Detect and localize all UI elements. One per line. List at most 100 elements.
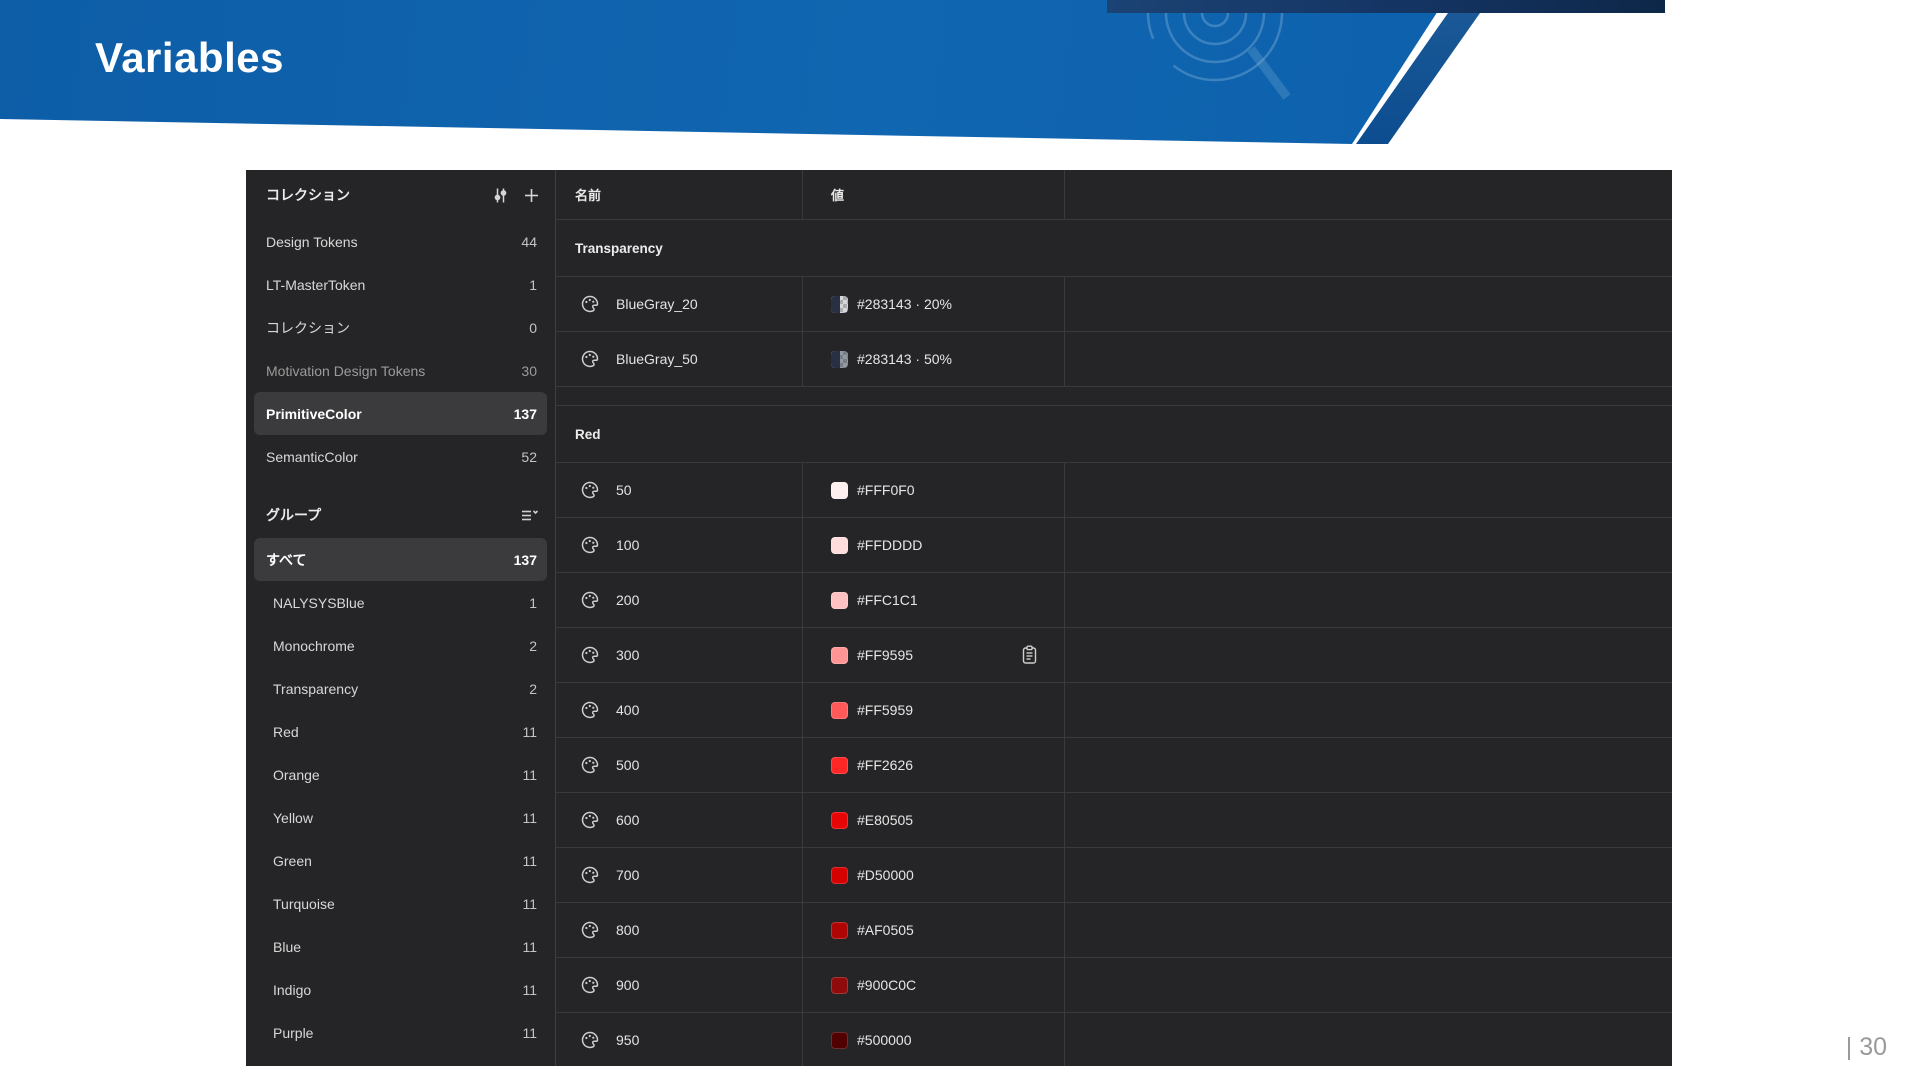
variable-name-cell: 100 bbox=[556, 518, 803, 572]
variable-value-cell: #FF9595 bbox=[803, 628, 1065, 682]
item-count: 11 bbox=[522, 895, 537, 912]
collection-item-Design Tokens[interactable]: Design Tokens 44 bbox=[246, 220, 555, 263]
add-collection-icon[interactable] bbox=[524, 188, 539, 203]
clipboard-icon[interactable] bbox=[1021, 645, 1038, 665]
color-swatch[interactable] bbox=[831, 866, 848, 884]
groups-header: グループ bbox=[246, 492, 555, 538]
color-swatch[interactable] bbox=[831, 701, 848, 719]
variable-row-800[interactable]: 800 #AF0505 bbox=[556, 903, 1672, 958]
group-item-NALYSYSBlue[interactable]: NALYSYSBlue 1 bbox=[246, 581, 555, 624]
variable-value-cell: #AF0505 bbox=[803, 903, 1065, 957]
variable-name: 950 bbox=[616, 1032, 640, 1048]
variable-value: #AF0505 bbox=[857, 922, 914, 938]
item-count: 11 bbox=[522, 809, 537, 826]
group-item-Indigo[interactable]: Indigo 11 bbox=[246, 968, 555, 1011]
color-swatch[interactable] bbox=[831, 536, 848, 554]
item-label: Design Tokens bbox=[266, 233, 358, 250]
variable-row-700[interactable]: 700 #D50000 bbox=[556, 848, 1672, 903]
variable-empty-cell bbox=[1065, 1013, 1672, 1066]
column-header-value: 値 bbox=[803, 170, 1065, 219]
color-swatch[interactable] bbox=[831, 481, 848, 499]
item-label: Green bbox=[273, 852, 312, 869]
group-item-Red[interactable]: Red 11 bbox=[246, 710, 555, 753]
section-gap-row bbox=[556, 387, 1672, 406]
variable-name: BlueGray_20 bbox=[616, 296, 698, 312]
table-header-row: 名前 値 bbox=[556, 170, 1672, 220]
variable-row-BlueGray_50[interactable]: BlueGray_50 #283143 · 50% bbox=[556, 332, 1672, 387]
item-count: 2 bbox=[529, 680, 537, 697]
item-label: Purple bbox=[273, 1024, 314, 1041]
variable-row-300[interactable]: 300 #FF9595 bbox=[556, 628, 1672, 683]
variable-row-600[interactable]: 600 #E80505 bbox=[556, 793, 1672, 848]
group-item-Transparency[interactable]: Transparency 2 bbox=[246, 667, 555, 710]
collection-item-PrimitiveColor[interactable]: PrimitiveColor 137 bbox=[254, 392, 547, 435]
color-swatch[interactable] bbox=[831, 591, 848, 609]
collection-item-コレクション[interactable]: コレクション 0 bbox=[246, 306, 555, 349]
variable-value: #E80505 bbox=[857, 812, 914, 828]
collection-item-LT-MasterToken[interactable]: LT-MasterToken 1 bbox=[246, 263, 555, 306]
variable-row-200[interactable]: 200 #FFC1C1 bbox=[556, 573, 1672, 628]
variable-empty-cell bbox=[1065, 848, 1672, 902]
group-item-Green[interactable]: Green 11 bbox=[246, 839, 555, 882]
group-item-Orange[interactable]: Orange 11 bbox=[246, 753, 555, 796]
variable-row-50[interactable]: 50 #FFF0F0 bbox=[556, 463, 1672, 518]
variable-empty-cell bbox=[1065, 738, 1672, 792]
group-item-Monochrome[interactable]: Monochrome 2 bbox=[246, 624, 555, 667]
variable-value-cell: #FF5959 bbox=[803, 683, 1065, 737]
variable-value: #D50000 bbox=[857, 867, 914, 883]
palette-icon bbox=[581, 866, 599, 884]
variable-value: #FFC1C1 bbox=[857, 592, 918, 608]
filter-sliders-icon[interactable] bbox=[492, 187, 509, 204]
palette-icon bbox=[581, 295, 599, 313]
variable-name-cell: 900 bbox=[556, 958, 803, 1012]
palette-icon bbox=[581, 350, 599, 368]
item-count: 137 bbox=[513, 551, 537, 568]
collection-item-SemanticColor[interactable]: SemanticColor 52 bbox=[246, 435, 555, 478]
color-swatch[interactable] bbox=[831, 921, 848, 939]
variable-row-500[interactable]: 500 #FF2626 bbox=[556, 738, 1672, 793]
item-count: 11 bbox=[522, 981, 537, 998]
color-swatch[interactable] bbox=[831, 295, 848, 313]
item-count: 11 bbox=[522, 852, 537, 869]
color-swatch[interactable] bbox=[831, 646, 848, 664]
header-band bbox=[0, 0, 1445, 144]
variable-row-100[interactable]: 100 #FFDDDD bbox=[556, 518, 1672, 573]
color-swatch[interactable] bbox=[831, 1031, 848, 1049]
variable-row-400[interactable]: 400 #FF5959 bbox=[556, 683, 1672, 738]
group-item-すべて[interactable]: すべて 137 bbox=[254, 538, 547, 581]
variable-value-cell: #D50000 bbox=[803, 848, 1065, 902]
table-body: Transparency BlueGray_20 #283143 · 20% Bl… bbox=[556, 220, 1672, 1066]
group-item-Purple[interactable]: Purple 11 bbox=[246, 1011, 555, 1054]
library-icon-wrap[interactable] bbox=[1021, 645, 1038, 665]
variable-name: 600 bbox=[616, 812, 640, 828]
item-label: Yellow bbox=[273, 809, 313, 826]
collections-header-icons bbox=[492, 187, 539, 204]
collections-header: コレクション bbox=[246, 170, 555, 220]
item-label: すべて bbox=[266, 551, 307, 568]
column-header-name: 名前 bbox=[556, 170, 803, 219]
color-swatch[interactable] bbox=[831, 976, 848, 994]
item-label: Indigo bbox=[273, 981, 312, 998]
group-label-text: Red bbox=[575, 426, 601, 442]
variable-value-cell: #FFDDDD bbox=[803, 518, 1065, 572]
color-swatch[interactable] bbox=[831, 811, 848, 829]
variable-empty-cell bbox=[1065, 958, 1672, 1012]
collapse-groups-icon[interactable] bbox=[521, 507, 539, 524]
collection-item-Motivation Design Tokens[interactable]: Motivation Design Tokens 30 bbox=[246, 349, 555, 392]
variable-name: 100 bbox=[616, 537, 640, 553]
palette-icon bbox=[581, 701, 599, 719]
item-count: 137 bbox=[513, 405, 537, 422]
variables-table: 名前 値 Transparency BlueGray_20 #283143 · 2… bbox=[556, 170, 1672, 1066]
variable-row-950[interactable]: 950 #500000 bbox=[556, 1013, 1672, 1066]
variable-name-cell: 300 bbox=[556, 628, 803, 682]
color-swatch[interactable] bbox=[831, 350, 848, 368]
palette-icon bbox=[581, 646, 599, 664]
group-item-Blue[interactable]: Blue 11 bbox=[246, 925, 555, 968]
group-item-Yellow[interactable]: Yellow 11 bbox=[246, 796, 555, 839]
variable-row-BlueGray_20[interactable]: BlueGray_20 #283143 · 20% bbox=[556, 277, 1672, 332]
palette-icon bbox=[581, 481, 599, 499]
color-swatch[interactable] bbox=[831, 756, 848, 774]
group-item-Turquoise[interactable]: Turquoise 11 bbox=[246, 882, 555, 925]
variable-value-cell: #283143 · 20% bbox=[803, 277, 1065, 331]
variable-row-900[interactable]: 900 #900C0C bbox=[556, 958, 1672, 1013]
